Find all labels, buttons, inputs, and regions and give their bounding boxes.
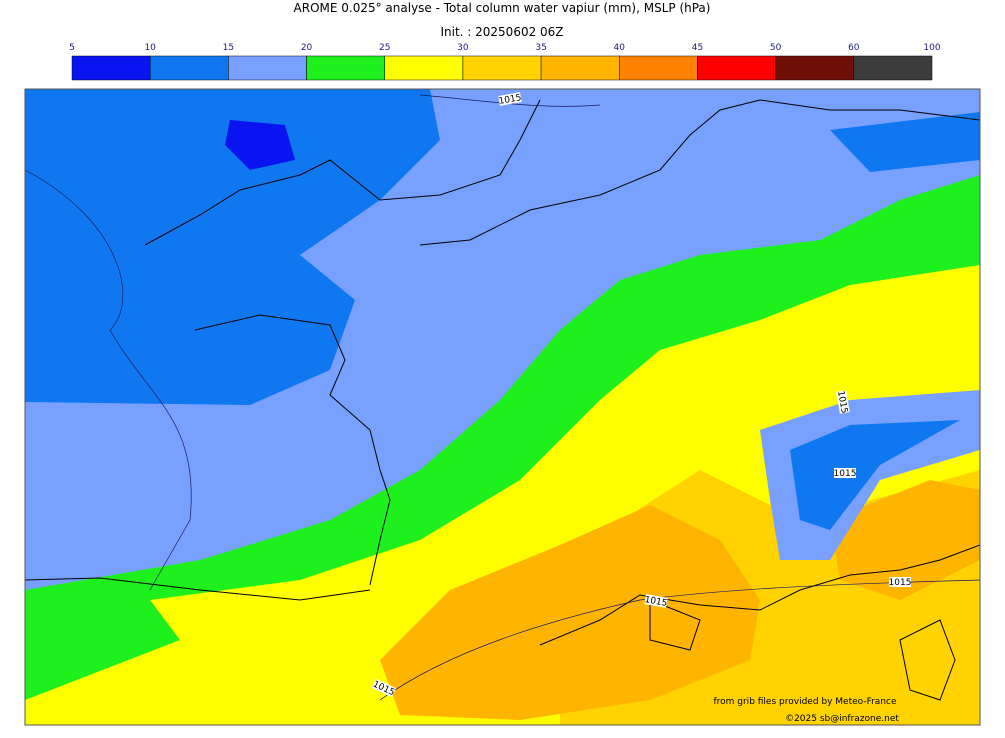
map — [25, 89, 980, 725]
colorbar-bin — [540, 55, 620, 81]
isobar-label: 1015 — [835, 390, 849, 414]
field-10-15 — [790, 420, 960, 530]
isobar-label-bg — [889, 577, 911, 587]
isobar-label-bg — [371, 678, 397, 698]
colorbar-tick-label: 60 — [848, 43, 860, 53]
colorbar: 5 10 15 20 25 30 35 40 45 50 60 100 — [69, 43, 941, 81]
colorbar-bin — [306, 55, 385, 81]
isobar-label-bg — [498, 92, 522, 106]
colorbar-tick-label: 20 — [301, 43, 313, 53]
isobar-label: 1015 — [644, 595, 668, 609]
colorbar-bin — [462, 55, 542, 81]
colorbar-tick-label: 10 — [144, 43, 156, 53]
field-35-40 — [380, 505, 760, 720]
subtitle: Init. : 20250602 06Z — [440, 25, 563, 39]
colorbar-tick-label: 35 — [535, 43, 546, 53]
field-10-15 — [830, 112, 980, 172]
colorbar-bin — [853, 55, 933, 81]
colorbar-bin — [775, 55, 855, 81]
colorbar-bin — [149, 55, 229, 81]
coastlines — [25, 99, 980, 701]
isobar-label-bg — [834, 468, 856, 478]
colorbar-tick-label: 45 — [692, 43, 703, 53]
colorbar-tick-label: 100 — [923, 43, 940, 53]
isobar-label: 1015 — [889, 578, 912, 588]
colorbar-tick-label: 25 — [379, 43, 390, 53]
colorbar-bin — [71, 55, 151, 81]
colorbar-bin — [619, 55, 698, 81]
map-frame — [24, 88, 981, 726]
field-10-15 — [25, 89, 440, 405]
colorbar-bin — [384, 55, 464, 81]
field-35-40 — [830, 480, 980, 600]
colorbar-tick-label: 5 — [69, 43, 75, 53]
title: AROME 0.025° analyse - Total column wate… — [294, 1, 711, 15]
colorbar-tick-label: 15 — [223, 43, 234, 53]
credit: ©2025 sb@infrazone.net — [785, 714, 899, 724]
colorbar-tick-label: 50 — [770, 43, 782, 53]
credit: from grib files provided by Meteo-France — [713, 697, 896, 707]
colorbar-tick-label: 40 — [614, 43, 626, 53]
isobar-label: 1015 — [834, 469, 857, 479]
isobar-label-bg — [836, 390, 850, 414]
isobar-label: 1015 — [498, 93, 522, 107]
colorbar-bin — [697, 55, 776, 81]
colorbar-tick-label: 30 — [457, 43, 469, 53]
isobar-label-bg — [644, 594, 668, 608]
field-5-10 — [225, 120, 295, 170]
colorbar-bin — [228, 55, 307, 81]
